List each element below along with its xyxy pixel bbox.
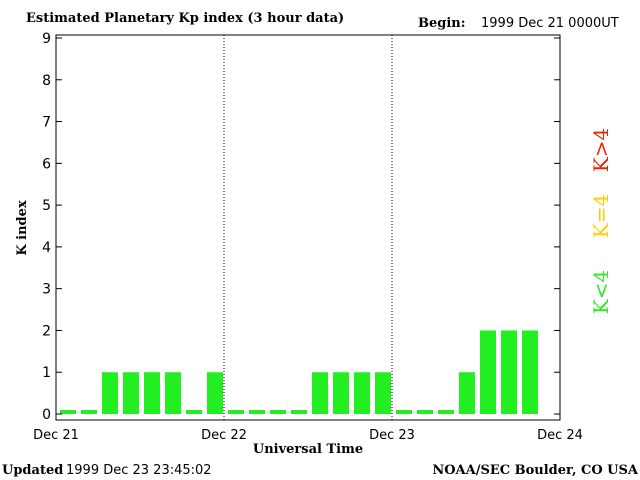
y-tick-label: 4: [42, 240, 51, 256]
kp-bar: [60, 410, 76, 414]
x-axis-ticks: Dec 21 Dec 22 Dec 23 Dec 24: [33, 428, 583, 443]
day-separators: [223, 35, 393, 420]
y-tick-label: 2: [42, 323, 51, 339]
updated-label: Updated: [2, 463, 63, 478]
chart-title: Estimated Planetary Kp index (3 hour dat…: [26, 11, 344, 26]
kp-bar: [249, 410, 265, 414]
legend-low: K<4: [589, 270, 613, 314]
kp-bar: [165, 372, 181, 414]
kp-bar: [375, 372, 391, 414]
y-tick-label: 7: [42, 115, 51, 131]
kp-bar: [417, 410, 433, 414]
y-tick-label: 5: [42, 198, 51, 214]
kp-bar: [312, 372, 328, 414]
y-tick-label: 0: [42, 407, 51, 423]
y-tick-label: 9: [42, 31, 51, 47]
kp-bar: [207, 372, 223, 414]
kp-bar: [270, 410, 286, 414]
updated-value: 1999 Dec 23 23:45:02: [66, 463, 212, 478]
y-tick-label: 1: [42, 365, 51, 381]
begin-value: 1999 Dec 21 0000UT: [481, 16, 619, 31]
legend-high: K>4: [589, 128, 613, 172]
kp-bar: [459, 372, 475, 414]
kp-bar: [480, 330, 496, 414]
kp-bar: [333, 372, 349, 414]
begin-label: Begin:: [418, 16, 466, 31]
kp-bar: [123, 372, 139, 414]
plot-frame: [55, 34, 561, 421]
bars-group: [60, 330, 538, 414]
kp-bar: [291, 410, 307, 414]
kp-bar: [438, 410, 454, 414]
kp-bar: [522, 330, 538, 414]
y-tick-label: 6: [42, 156, 51, 172]
y-axis-label: K index: [15, 200, 30, 256]
kp-bar: [144, 372, 160, 414]
kp-bar: [186, 410, 202, 414]
kp-bar: [102, 372, 118, 414]
x-axis-label: Universal Time: [253, 442, 363, 457]
x-tick-label: Dec 24: [537, 428, 583, 443]
kp-bar: [81, 410, 97, 414]
y-tick-label: 3: [42, 282, 51, 298]
credit: NOAA/SEC Boulder, CO USA: [432, 463, 639, 478]
y-tick-label: 8: [42, 73, 51, 89]
kp-bar: [501, 330, 517, 414]
y-axis-ticks: 0 1 2 3 4 5 6 7 8 9: [42, 31, 560, 423]
kp-bar: [354, 372, 370, 414]
x-tick-label: Dec 21: [33, 428, 79, 443]
legend-equal: K=4: [589, 194, 613, 238]
kp-bar: [228, 410, 244, 414]
x-tick-label: Dec 22: [201, 428, 247, 443]
x-tick-label: Dec 23: [369, 428, 415, 443]
kp-bar: [396, 410, 412, 414]
